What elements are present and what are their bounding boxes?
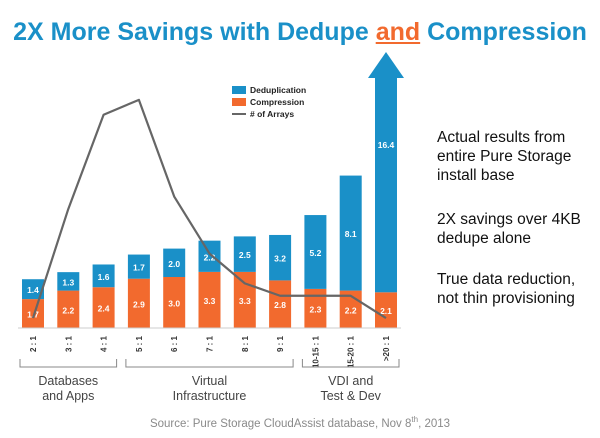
group-label: VDI and [328,374,373,388]
source-note: Source: Pure Storage CloudAssist databas… [0,415,600,430]
deduplication-value-label: 16.4 [378,140,395,150]
group-label: and Apps [42,389,94,403]
deduplication-value-label: 2.5 [239,250,251,260]
deduplication-bar [22,279,44,300]
arrays-count-line [31,98,387,320]
compression-bar [127,278,150,328]
group-label: Infrastructure [173,389,247,403]
group-bracket [301,359,400,368]
legend-compression-label: Compression [250,97,304,107]
compression-bar [92,287,115,328]
compression-value-label: 2.8 [274,300,286,310]
source-text-end: , 2013 [418,417,451,430]
deduplication-value-label: 1.3 [62,277,74,287]
deduplication-value-label: 2.2 [204,252,216,262]
compression-bar [57,290,80,328]
deduplication-bar [339,175,362,291]
slide-title: 2X More Savings with Dedupe and Compress… [0,18,600,47]
deduplication-bar [163,248,186,277]
compression-bar [198,271,221,328]
group-label: Virtual [192,374,227,388]
compression-bar [163,277,186,328]
compression-value-label: 2.2 [345,305,357,315]
legend-deduplication-swatch [232,86,246,94]
compression-value-label: 2.1 [380,306,392,316]
compression-value-label: 3.3 [239,296,251,306]
category-tick-label: 8 : 1 [241,335,250,352]
deduplication-bar [198,240,221,272]
deduplication-bar [269,234,292,281]
compression-value-label: 2.2 [62,305,74,315]
category-tick-label: 10-15 : 1 [311,335,320,368]
compression-bar [375,292,397,328]
deduplication-value-label: 1.6 [98,272,110,282]
group-bracket [19,359,118,368]
legend-deduplication-label: Deduplication [250,85,306,95]
compression-value-label: 3.3 [204,296,216,306]
compression-value-label: 3.0 [168,299,180,309]
category-tick-label: 6 : 1 [170,335,179,352]
compression-bar [269,280,292,328]
deduplication-value-label: 2.0 [168,259,180,269]
deduplication-bar [57,272,80,291]
group-bracket [125,359,294,368]
category-tick-label: >20 : 1 [382,335,391,361]
category-tick-label: 4 : 1 [100,335,109,352]
deduplication-value-label: 8.1 [345,229,357,239]
side-note-results: Actual results from entire Pure Storage … [437,129,572,184]
title-text-end: Compression [420,18,587,46]
deduplication-value-label: 3.2 [274,254,286,264]
side-note-reduction: True data reduction, not thin provisioni… [437,271,576,307]
title-accent: and [375,18,421,46]
title-text: 2X More Savings with Dedupe [13,18,376,46]
deduplication-bar [92,264,115,288]
compression-value-label: 2.3 [309,304,321,314]
compression-value-label: 2.4 [98,304,110,314]
deduplication-value-label: 5.2 [309,248,321,258]
category-tick-label: 9 : 1 [276,335,285,352]
category-tick-label: 3 : 1 [64,335,73,352]
category-tick-label: 7 : 1 [206,335,215,352]
deduplication-arrowhead [368,52,404,78]
deduplication-value-label: 1.7 [133,263,145,273]
category-tick-label: 2 : 1 [29,335,38,352]
legend-compression-swatch [232,98,246,106]
source-text: Source: Pure Storage CloudAssist databas… [149,417,412,430]
category-tick-label: 15-20 : 1 [347,335,356,368]
group-label: Databases [38,374,98,388]
deduplication-bar [233,236,256,272]
compression-bar [304,288,327,328]
compression-value-label: 2.9 [133,299,145,309]
source-sup: th [411,415,419,424]
side-note-savings: 2X savings over 4KB dedupe alone [437,211,581,247]
deduplication-bar [127,254,150,279]
legend-arrays-label: # of Arrays [250,109,294,119]
group-label: Test & Dev [320,389,381,403]
compression-bar [22,299,44,328]
category-tick-label: 5 : 1 [135,335,144,352]
deduplication-bar [375,78,397,293]
deduplication-bar [304,215,327,289]
deduplication-value-label: 1.4 [27,285,39,295]
